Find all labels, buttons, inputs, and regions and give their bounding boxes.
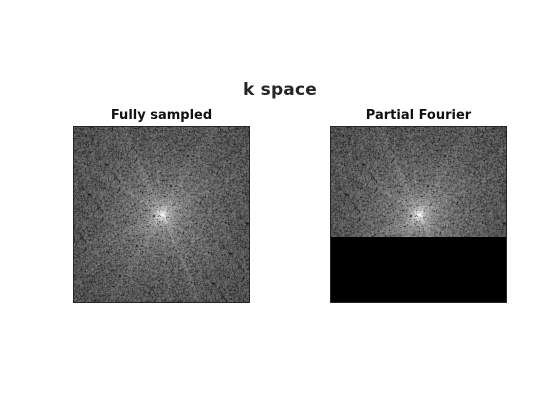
panel-title-fully-sampled: Fully sampled (110, 108, 213, 123)
kspace-image-fully-sampled (73, 126, 250, 303)
kspace-image-partial-fourier (330, 126, 507, 303)
figure-title: k space (243, 80, 317, 100)
kspace-canvas-fully-sampled (74, 127, 249, 302)
panel-title-partial-fourier: Partial Fourier (365, 108, 472, 123)
zero-filled-region (331, 237, 506, 302)
